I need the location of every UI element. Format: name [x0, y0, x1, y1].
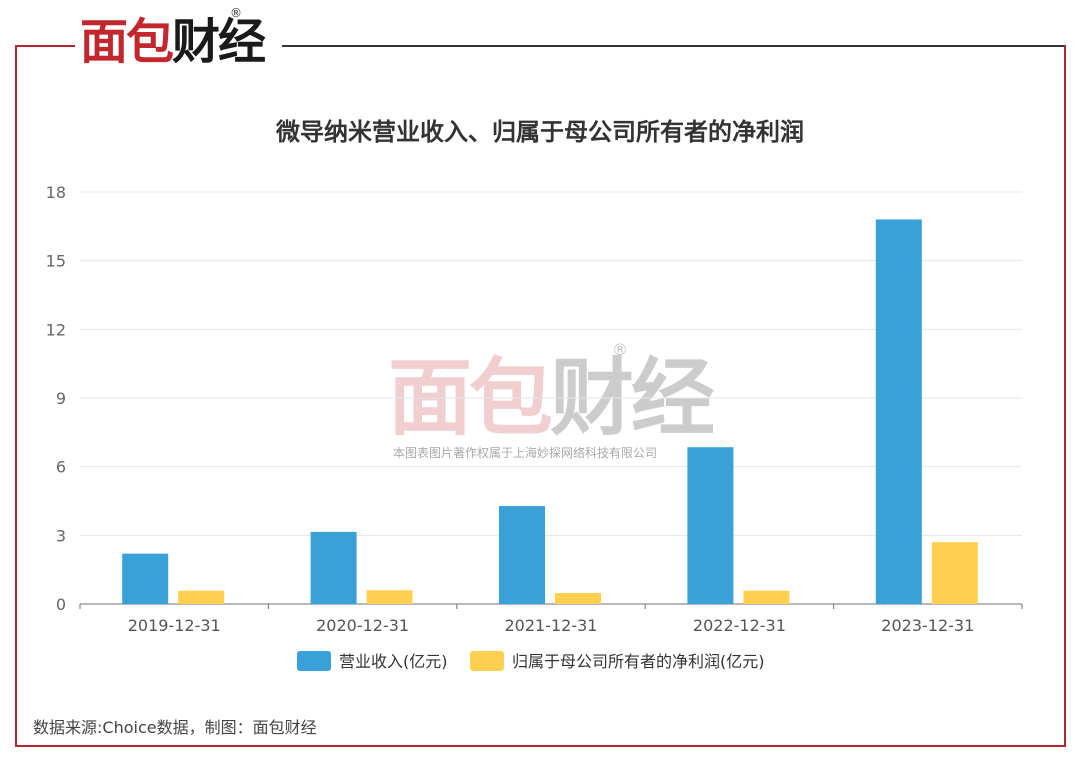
x-tick-label: 2019-12-31 [128, 616, 221, 635]
x-tick-label: 2021-12-31 [505, 616, 598, 635]
y-tick-label: 6 [56, 458, 66, 477]
net-profit-bar [555, 593, 601, 604]
net-profit-bar [931, 542, 978, 604]
legend-revenue-text: 营业收入(亿元) [339, 652, 448, 671]
watermark-registered-mark: ® [612, 340, 628, 359]
y-tick-label: 18 [46, 183, 66, 202]
y-tick-label: 0 [56, 595, 66, 614]
revenue-bar [122, 553, 169, 604]
frame-top-right-line [282, 45, 1064, 47]
net-profit-bar [743, 590, 790, 604]
legend-net-profit-text: 归属于母公司所有者的净利润(亿元) [512, 652, 765, 671]
x-tick-label: 2023-12-31 [881, 616, 974, 635]
revenue-bar [310, 531, 357, 604]
net-profit-bar [366, 590, 413, 604]
legend-revenue-swatch [297, 651, 331, 671]
brand-logo-part2: 财经 [172, 14, 266, 70]
x-tick-label: 2020-12-31 [316, 616, 409, 635]
revenue-bar [875, 219, 922, 604]
frame-top-left-line [15, 45, 75, 47]
legend-net-profit-swatch [470, 651, 504, 671]
x-tick-label: 2022-12-31 [693, 616, 786, 635]
chart-frame [15, 45, 1066, 747]
net-profit-bar [178, 590, 225, 604]
source-note: 数据来源:Choice数据，制图：面包财经 [33, 718, 317, 737]
brand-logo-part1: 面包 [80, 14, 174, 70]
brand-logo: 面包财经 [80, 12, 266, 72]
y-tick-label: 12 [46, 320, 66, 339]
revenue-bar [499, 506, 545, 604]
y-tick-label: 9 [56, 389, 66, 408]
registered-mark: ® [230, 6, 242, 20]
y-tick-label: 15 [46, 252, 66, 271]
watermark-copyright: 本图表图片著作权属于上海妙探网络科技有限公司 [393, 446, 658, 460]
y-tick-label: 3 [56, 526, 66, 545]
revenue-bar [687, 447, 734, 604]
chart-title: 微导纳米营业收入、归属于母公司所有者的净利润 [276, 118, 804, 146]
